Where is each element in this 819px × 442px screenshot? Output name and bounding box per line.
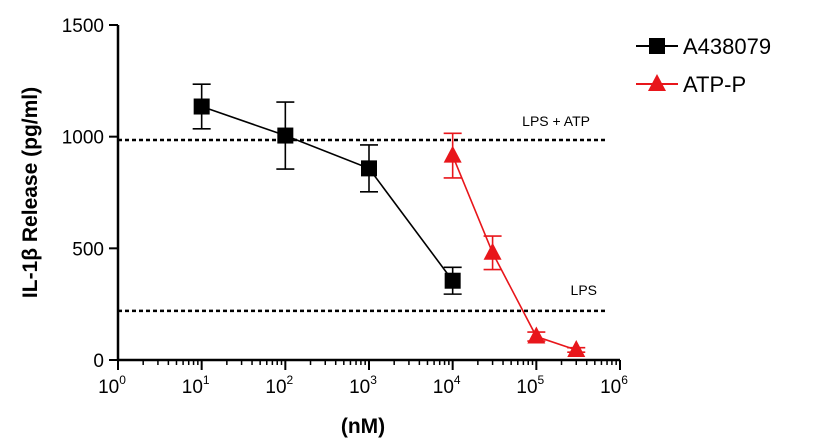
x-tick-label: 105	[516, 373, 544, 398]
reference-lines: LPS + ATP LPS	[118, 113, 608, 313]
series-line	[201, 105, 454, 282]
reference-line-label: LPS + ATP	[522, 113, 590, 129]
series	[443, 132, 586, 357]
legend: A438079 ATP-P	[636, 34, 771, 97]
y-ticks: 0 500 1000 1500	[62, 16, 118, 372]
series-line	[451, 155, 577, 351]
y-tick-label: 1500	[62, 16, 104, 37]
y-tick-label: 500	[72, 239, 104, 260]
reference-line-label: LPS	[571, 282, 597, 298]
data-point	[527, 326, 546, 344]
x-tick-label: 101	[182, 373, 210, 398]
series	[192, 83, 462, 295]
data-point	[483, 242, 502, 260]
x-tick-label: 102	[265, 373, 293, 398]
x-tick-label: 103	[349, 373, 377, 398]
y-axis-title: IL-1β Release (pg/ml)	[19, 87, 42, 298]
x-tick-label: 104	[433, 373, 461, 398]
legend-marker	[648, 74, 666, 91]
legend-label: ATP-P	[683, 72, 746, 97]
x-tick-label: 106	[600, 373, 628, 398]
x-tick-label: 100	[98, 373, 126, 398]
data-point	[567, 339, 586, 357]
series-layer	[192, 83, 586, 357]
x-ticks: 100 101 102 103 104 105 106	[98, 360, 628, 398]
data-point	[443, 145, 462, 163]
data-point	[444, 272, 461, 289]
data-point	[277, 127, 294, 144]
data-point	[361, 160, 377, 177]
y-tick-label: 0	[93, 351, 104, 372]
data-point	[193, 98, 210, 115]
legend-marker	[649, 38, 665, 54]
y-tick-label: 1000	[62, 128, 104, 149]
x-axis-title: (nM)	[341, 415, 385, 438]
legend-label: A438079	[683, 34, 771, 59]
